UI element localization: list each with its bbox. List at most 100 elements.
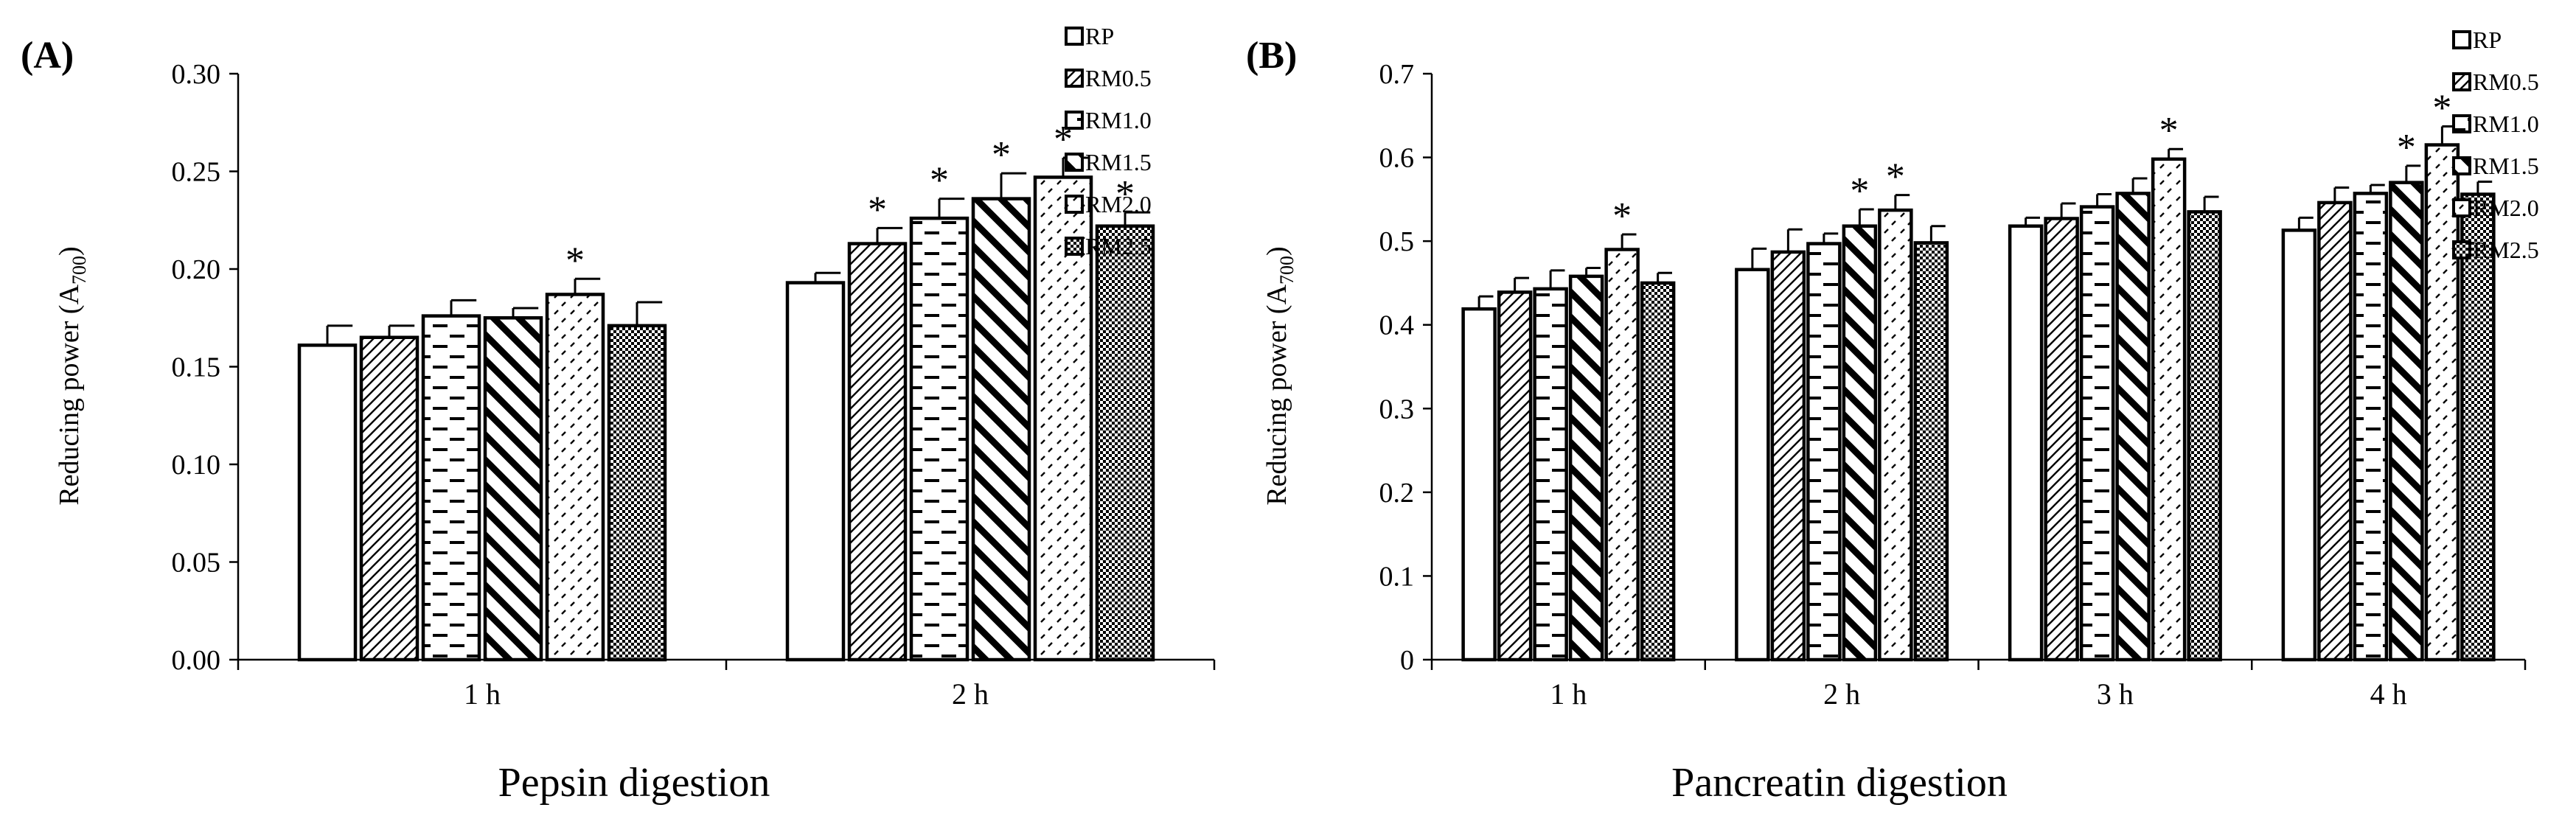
bar-rm2-5 [607, 324, 667, 662]
bar-rm1-0 [421, 314, 481, 662]
significance-marker: * [2397, 127, 2416, 169]
panel-b-xlabel: Pancreatin digestion [1671, 760, 2008, 806]
bar-rp [785, 281, 846, 662]
legend-swatch-rm1-5 [1065, 153, 1084, 172]
bar-rm0-5 [359, 335, 420, 662]
bar-rm2-0 [545, 293, 605, 662]
bar-rm2-5 [1640, 281, 1676, 662]
x-category-label: 1 h [1550, 677, 1587, 711]
panel-b-ylabel-close: ) [1261, 246, 1292, 256]
legend-label: RM1.0 [1085, 107, 1152, 133]
panel-b-plot: 0 0.1 0.2 0.3 0.4 0.5 0.6 0.7 1 h 2 h 3 h 4 h * * * * * *… [1379, 27, 2539, 711]
significance-marker: * [1115, 173, 1135, 215]
x-category-label: 4 h [2370, 677, 2407, 711]
legend-label: RM0.5 [2473, 69, 2539, 95]
y-tick-label: 0.30 [172, 59, 221, 90]
panel-b-ylabel: Reducing power (A700) [1261, 246, 1298, 505]
y-tick-label: 0.6 [1379, 143, 1415, 174]
bar-rm2-5 [1913, 241, 1949, 662]
panel-b-ylabel-main: Reducing power (A [1261, 284, 1292, 505]
significance-marker: * [930, 160, 949, 202]
bar-rm2-0 [2151, 157, 2187, 662]
legend-label: RM1.5 [1085, 149, 1152, 175]
bar-rm1-0 [2079, 205, 2115, 662]
legend-label: RM0.5 [1085, 65, 1152, 91]
y-tick-label: 0.10 [172, 450, 221, 481]
legend-swatch-rm1-5 [2452, 156, 2471, 175]
bar-rp [1735, 268, 1770, 662]
y-tick-label: 0.05 [172, 548, 221, 579]
bar-rm1-0 [909, 216, 970, 662]
significance-marker: * [2159, 110, 2179, 152]
panel-a-ylabel-main: Reducing power (A [54, 284, 85, 505]
bar-rp [297, 343, 358, 662]
legend-swatch-rm0-5 [1065, 69, 1084, 88]
bar-rm1-5 [2389, 181, 2424, 662]
x-category-label: 2 h [1823, 677, 1860, 711]
bar-rm1-5 [2115, 192, 2151, 662]
legend-label: RM2.5 [1085, 233, 1152, 259]
legend-swatch-rp [2452, 30, 2471, 49]
significance-marker: * [1850, 170, 1869, 212]
legend-label: RP [2473, 27, 2502, 53]
bar-rp [2008, 224, 2044, 662]
significance-marker: * [565, 240, 585, 282]
significance-marker: * [868, 189, 887, 231]
legend-label: RM2.0 [2473, 195, 2539, 221]
x-category-label: 1 h [464, 677, 501, 711]
panel-b-label: (B) [1246, 35, 1297, 77]
bar-rm1-5 [1842, 224, 1878, 662]
bar-rm1-5 [1568, 274, 1604, 662]
legend-swatch-rm2-5 [1065, 237, 1084, 256]
significance-marker: * [992, 134, 1011, 176]
bar-rm2-0 [2424, 143, 2460, 662]
legend-swatch-rm2-5 [2452, 240, 2471, 259]
bar-rm1-0 [2353, 192, 2389, 662]
bar-rp [2281, 228, 2317, 662]
panel-b-ylabel-sub: 700 [1276, 256, 1298, 285]
legend-label: RM1.5 [2473, 153, 2539, 179]
legend-label: RM1.0 [2473, 111, 2539, 137]
bar-rm0-5 [847, 242, 908, 662]
bar-rm2-5 [2460, 192, 2496, 662]
bar-rm1-5 [483, 316, 543, 662]
panel-a-ylabel-close: ) [54, 246, 85, 256]
panel-a-ylabel-sub: 700 [69, 256, 90, 285]
legend-swatch-rm2-0 [2452, 198, 2471, 217]
panel-a-ylabel: Reducing power (A700) [54, 246, 90, 505]
legend-label: RM2.0 [1085, 191, 1152, 217]
bar-rm2-0 [1878, 208, 1913, 662]
significance-marker: * [1612, 195, 1632, 237]
y-tick-label: 0.7 [1379, 59, 1415, 90]
legend-swatch-rp [1065, 27, 1084, 46]
panel-a-label: (A) [21, 35, 74, 77]
y-tick-label: 0.2 [1379, 478, 1415, 509]
significance-marker: * [2432, 88, 2451, 130]
legend-swatch-rm2-0 [1065, 195, 1084, 214]
y-tick-label: 0.4 [1379, 310, 1415, 341]
bar-rm0-5 [1770, 250, 1806, 662]
x-category-label: 3 h [2097, 677, 2134, 711]
panel-a-xlabel: Pepsin digestion [498, 760, 770, 806]
bar-rm1-0 [1806, 242, 1842, 662]
bar-rm0-5 [2044, 217, 2079, 662]
bar-rm1-5 [971, 197, 1031, 662]
significance-marker: * [1886, 156, 1905, 198]
bar-rm2-5 [2187, 210, 2222, 662]
legend-label: RM2.5 [2473, 237, 2539, 263]
bar-rm2-5 [1095, 224, 1155, 662]
y-tick-label: 0 [1400, 645, 1414, 676]
y-tick-label: 0.20 [172, 254, 221, 285]
bar-rm0-5 [1497, 290, 1533, 662]
bar-rm1-0 [1533, 287, 1568, 662]
bar-rm0-5 [2317, 200, 2353, 662]
bar-rp [1461, 307, 1497, 662]
legend-label: RP [1085, 23, 1114, 49]
bar-rm2-0 [1604, 248, 1640, 662]
y-tick-label: 0.3 [1379, 394, 1415, 425]
bar-rm2-0 [1033, 175, 1093, 662]
y-tick-label: 0.1 [1379, 561, 1415, 592]
